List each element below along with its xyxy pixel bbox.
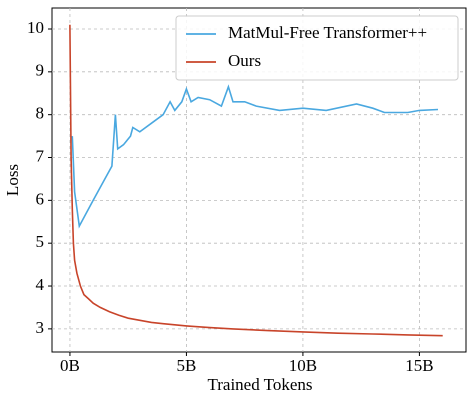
legend-label: MatMul-Free Transformer++ (228, 23, 427, 42)
y-tick-label: 3 (36, 318, 45, 337)
y-tick-label: 5 (36, 232, 45, 251)
x-tick-label: 0B (60, 356, 80, 375)
x-tick-label: 10B (289, 356, 317, 375)
series-line (71, 84, 439, 229)
legend-label: Ours (228, 51, 261, 70)
plot-frame (51, 7, 467, 353)
x-tick-label: 15B (405, 356, 433, 375)
y-tick-label: 9 (36, 61, 45, 80)
legend-box (175, 15, 459, 81)
series-line (69, 24, 443, 337)
y-tick-label: 10 (27, 18, 44, 37)
y-axis-label: Loss (3, 164, 22, 196)
x-axis-label: Trained Tokens (207, 375, 312, 394)
y-tick-label: 6 (36, 189, 45, 208)
y-tick-label: 4 (36, 275, 45, 294)
y-tick-label: 7 (36, 146, 45, 165)
y-tick-label: 8 (36, 104, 45, 123)
x-tick-label: 5B (177, 356, 197, 375)
